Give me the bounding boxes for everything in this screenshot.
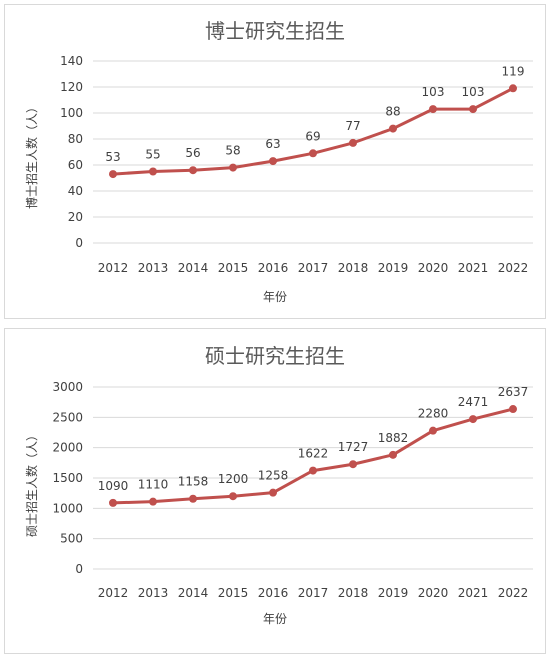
y-tick-label: 20	[68, 210, 83, 224]
x-tick-label: 2017	[298, 586, 329, 600]
phd-chart: 博士研究生招生 0 20 40 60 80 100 120 140 2012 2013 2014 2…	[24, 19, 533, 304]
x-tick-label: 2021	[458, 586, 489, 600]
data-label: 1622	[298, 447, 329, 461]
data-label: 69	[305, 129, 320, 143]
data-point	[269, 488, 277, 497]
data-point	[429, 426, 437, 435]
data-point	[349, 460, 357, 469]
data-point	[149, 167, 157, 176]
x-tick-label: 2014	[178, 586, 209, 600]
y-tick-label: 1000	[52, 501, 83, 515]
data-point	[229, 163, 237, 172]
data-point	[429, 105, 437, 114]
data-label: 103	[422, 85, 445, 99]
phd-chart-panel: 博士研究生招生 0 20 40 60 80 100 120 140 2012 2013 2014 2…	[4, 4, 546, 319]
data-label: 1158	[178, 475, 209, 489]
y-tick-label: 500	[60, 532, 83, 546]
data-label: 56	[185, 146, 200, 160]
y-tick-label: 3000	[52, 380, 83, 394]
data-label: 1090	[98, 479, 129, 493]
x-tick-label: 2020	[418, 261, 449, 275]
data-point	[229, 492, 237, 501]
x-tick-label: 2018	[338, 586, 369, 600]
data-label: 103	[462, 85, 485, 99]
y-axis-label: 硕士招生人数（人）	[24, 429, 39, 537]
x-axis-label: 年份	[263, 612, 287, 626]
x-tick-label: 2012	[98, 261, 129, 275]
x-tick-label: 2016	[258, 586, 289, 600]
data-label: 63	[265, 137, 280, 151]
y-tick-label: 120	[60, 80, 83, 94]
x-tick-label: 2022	[498, 586, 529, 600]
data-point	[469, 415, 477, 424]
data-label: 119	[502, 64, 525, 78]
x-axis-label: 年份	[263, 290, 287, 304]
data-point	[509, 405, 517, 414]
data-label: 1727	[338, 440, 369, 454]
data-point	[309, 149, 317, 158]
x-tick-label: 2016	[258, 261, 289, 275]
x-tick-label: 2017	[298, 261, 329, 275]
data-label: 1110	[138, 478, 169, 492]
x-tick-label: 2012	[98, 586, 129, 600]
y-tick-label: 100	[60, 106, 83, 120]
x-tick-label: 2013	[138, 261, 169, 275]
data-point	[469, 105, 477, 114]
y-tick-label: 1500	[52, 471, 83, 485]
y-tick-label: 2000	[52, 441, 83, 455]
masters-chart: 硕士研究生招生 0 500 1000 1500 2000 2500 3000 2012 201…	[24, 344, 533, 626]
y-tick-label: 2500	[52, 410, 83, 424]
data-label: 1200	[218, 472, 249, 486]
y-tick-label: 0	[75, 562, 83, 576]
data-label: 88	[385, 105, 400, 119]
y-axis-label: 博士招生人数（人）	[24, 101, 39, 209]
data-point	[189, 494, 197, 503]
chart-title: 博士研究生招生	[205, 19, 345, 43]
data-point	[349, 138, 357, 147]
data-label: 2637	[498, 385, 529, 399]
y-tick-label: 0	[75, 236, 83, 250]
data-point	[269, 157, 277, 166]
y-tick-label: 140	[60, 54, 83, 68]
x-tick-label: 2019	[378, 261, 409, 275]
data-label: 1882	[378, 431, 409, 445]
y-tick-label: 60	[68, 158, 83, 172]
data-label: 58	[225, 144, 240, 158]
data-point	[509, 84, 517, 93]
x-tick-label: 2021	[458, 261, 489, 275]
data-label: 77	[345, 119, 360, 133]
x-tick-label: 2018	[338, 261, 369, 275]
y-tick-label: 40	[68, 184, 83, 198]
x-tick-label: 2013	[138, 586, 169, 600]
data-label: 53	[105, 150, 120, 164]
data-point	[109, 170, 117, 179]
data-point	[389, 450, 397, 459]
x-tick-label: 2014	[178, 261, 209, 275]
x-tick-label: 2022	[498, 261, 529, 275]
data-point	[309, 466, 317, 475]
data-label: 2471	[458, 395, 489, 409]
x-tick-label: 2019	[378, 586, 409, 600]
data-point	[389, 124, 397, 133]
x-tick-label: 2020	[418, 586, 449, 600]
data-label: 2280	[418, 407, 449, 421]
x-tick-label: 2015	[218, 586, 249, 600]
masters-chart-panel: 硕士研究生招生 0 500 1000 1500 2000 2500 3000 2012 201…	[4, 328, 546, 654]
data-label: 1258	[258, 469, 289, 483]
chart-title: 硕士研究生招生	[205, 344, 345, 368]
data-point	[149, 497, 157, 506]
data-point	[189, 166, 197, 175]
y-tick-label: 80	[68, 132, 83, 146]
data-point	[109, 498, 117, 507]
data-label: 55	[145, 148, 160, 162]
x-tick-label: 2015	[218, 261, 249, 275]
